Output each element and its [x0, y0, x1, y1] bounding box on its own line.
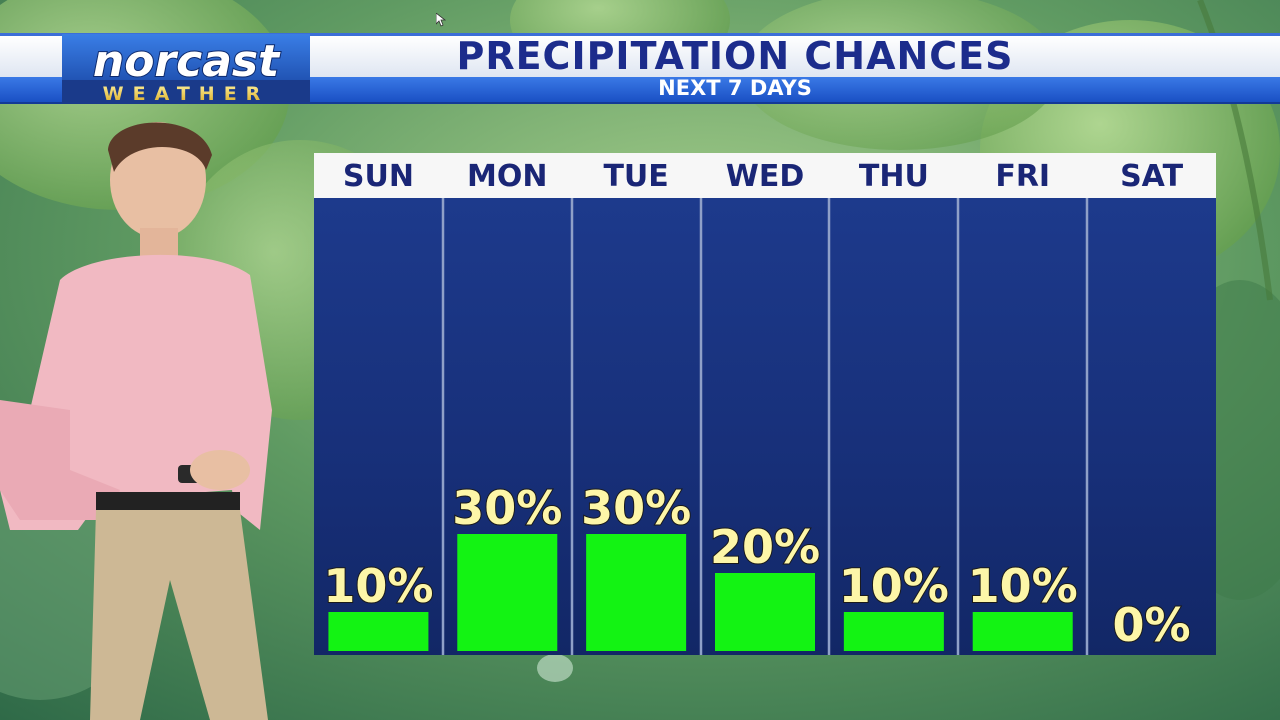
- mouse-cursor-icon: [436, 13, 446, 27]
- value-label-sat: 0%: [1113, 598, 1191, 652]
- value-label-fri: 10%: [968, 559, 1078, 613]
- day-header-bar: [314, 153, 1216, 198]
- bar-wed: [715, 573, 815, 651]
- day-label-thu: THU: [859, 159, 929, 194]
- day-label-wed: WED: [726, 159, 805, 194]
- day-label-mon: MON: [467, 159, 547, 194]
- day-label-sat: SAT: [1120, 159, 1183, 194]
- bar-sun: [328, 612, 429, 651]
- value-label-tue: 30%: [581, 481, 691, 535]
- norcast-weather-logo: norcast WEATHER: [62, 34, 310, 104]
- value-label-mon: 30%: [452, 481, 562, 535]
- bar-tue: [586, 534, 687, 651]
- day-label-sun: SUN: [343, 159, 414, 194]
- bar-mon: [457, 534, 558, 651]
- presenter-silhouette: [0, 122, 272, 720]
- logo-subtitle: WEATHER: [103, 83, 270, 104]
- logo-wordmark: norcast: [93, 36, 281, 87]
- bar-thu: [843, 612, 944, 651]
- value-label-sun: 10%: [323, 559, 433, 613]
- page-title: PRECIPITATION CHANCES: [456, 34, 1014, 78]
- day-label-tue: TUE: [603, 159, 668, 194]
- precipitation-chart: SUN MON TUE WED THU FRI SAT 10% 30% 30% 20% 10% 10%…: [314, 153, 1216, 655]
- bar-fri: [972, 612, 1073, 651]
- day-label-fri: FRI: [995, 159, 1050, 194]
- page-subtitle: NEXT 7 DAYS: [658, 76, 812, 100]
- value-label-wed: 20%: [710, 520, 820, 574]
- value-label-thu: 10%: [839, 559, 949, 613]
